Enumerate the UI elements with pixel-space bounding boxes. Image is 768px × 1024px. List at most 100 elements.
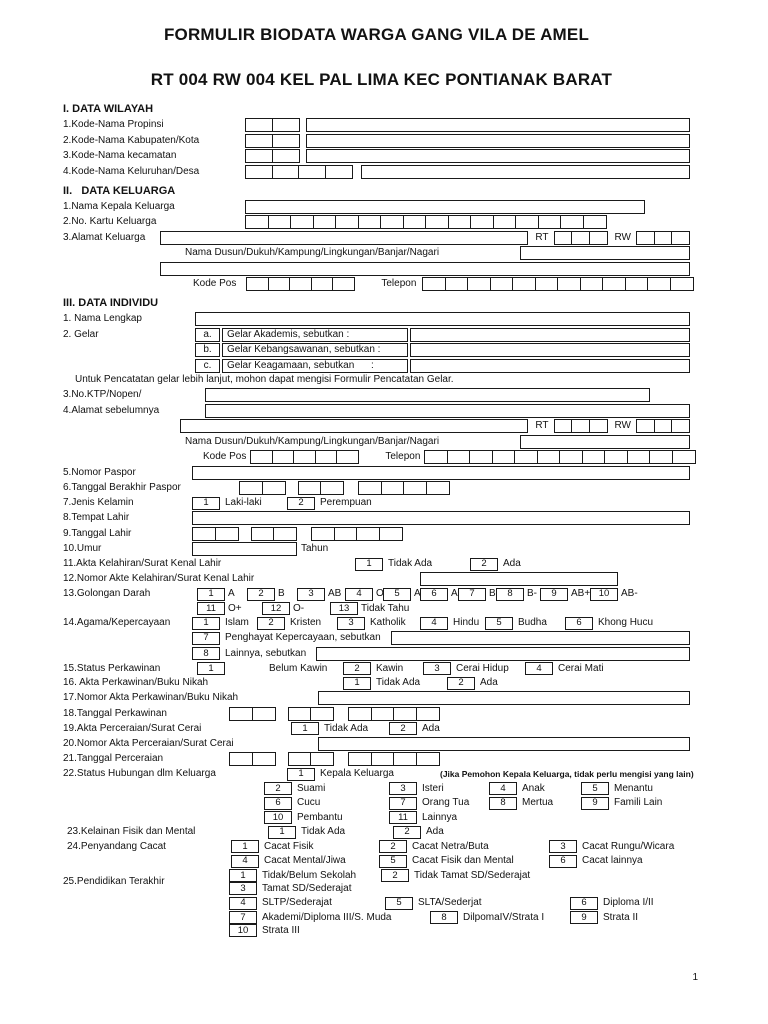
checkbox-1[interactable]: 1 xyxy=(355,557,383,571)
checkbox-3[interactable]: 3 xyxy=(389,782,417,796)
kepala-keluarga-checkbox[interactable]: 1 xyxy=(287,767,315,781)
input-cell[interactable] xyxy=(553,419,573,434)
input-cell[interactable] xyxy=(267,215,292,230)
alamat-keluarga-line2-input[interactable] xyxy=(160,261,690,276)
input-cell[interactable] xyxy=(624,277,649,292)
checkbox-3[interactable]: 3 xyxy=(297,587,325,601)
checkbox-5[interactable]: 5 xyxy=(383,587,411,601)
input-cell[interactable] xyxy=(636,230,655,245)
input-cell[interactable] xyxy=(393,752,417,767)
checkbox-8[interactable]: 8 xyxy=(489,796,517,810)
checkbox-1[interactable]: 1 xyxy=(268,825,296,839)
input-cell[interactable] xyxy=(357,215,382,230)
checkbox-4[interactable]: 4 xyxy=(231,854,259,868)
input-cell[interactable] xyxy=(250,450,274,465)
input-cell[interactable] xyxy=(246,277,270,292)
checkbox-1[interactable]: 1 xyxy=(343,676,371,690)
checkbox-2[interactable]: 2 xyxy=(379,840,407,854)
input-cell[interactable] xyxy=(370,706,395,721)
input-cell[interactable] xyxy=(582,215,607,230)
input-cell[interactable] xyxy=(559,450,584,465)
input-cell[interactable] xyxy=(314,450,338,465)
checkbox-2[interactable]: 2 xyxy=(343,662,371,676)
input-cell[interactable] xyxy=(310,752,334,767)
checkbox-2[interactable]: 2 xyxy=(389,722,417,736)
input-cell[interactable] xyxy=(653,230,673,245)
checkbox-11[interactable]: 11 xyxy=(389,811,417,825)
tempat-lahir-input[interactable] xyxy=(192,511,690,526)
input-cell[interactable] xyxy=(312,215,337,230)
checkbox-4[interactable]: 4 xyxy=(229,896,257,910)
input-cell[interactable] xyxy=(469,450,494,465)
dusun-input[interactable] xyxy=(520,246,690,261)
checkbox-4[interactable]: 4 xyxy=(489,782,517,796)
input-cell[interactable] xyxy=(293,450,317,465)
input-cell[interactable] xyxy=(557,277,582,292)
input-cell[interactable] xyxy=(534,277,559,292)
checkbox-13[interactable]: 13 xyxy=(330,602,358,616)
input-cell[interactable] xyxy=(229,706,253,721)
input-cell[interactable] xyxy=(653,419,673,434)
input-cell[interactable] xyxy=(311,526,335,541)
checkbox-1[interactable]: 1 xyxy=(291,722,319,736)
checkbox-2[interactable]: 2 xyxy=(287,496,315,510)
input-cell[interactable] xyxy=(267,277,291,292)
input-cell[interactable] xyxy=(422,277,447,292)
penghayat-input[interactable] xyxy=(390,631,690,646)
input-cell[interactable] xyxy=(333,526,358,541)
input-cell[interactable] xyxy=(245,118,273,133)
penghayat-checkbox[interactable]: 7 xyxy=(192,631,220,645)
input-cell[interactable] xyxy=(467,277,492,292)
input-cell[interactable] xyxy=(192,526,216,541)
input-cell[interactable] xyxy=(647,277,672,292)
checkbox-6[interactable]: 6 xyxy=(264,796,292,810)
checkbox-9[interactable]: 9 xyxy=(581,796,609,810)
input-cell[interactable] xyxy=(671,419,690,434)
input-cell[interactable] xyxy=(271,450,295,465)
kelurahan-name-input[interactable] xyxy=(360,164,690,179)
input-cell[interactable] xyxy=(250,526,275,541)
checkbox-2[interactable]: 2 xyxy=(447,676,475,690)
checkbox-2[interactable]: 2 xyxy=(393,825,421,839)
checkbox-4[interactable]: 4 xyxy=(420,616,448,630)
input-cell[interactable] xyxy=(671,450,696,465)
checkbox-1[interactable]: 1 xyxy=(192,616,220,630)
input-cell[interactable] xyxy=(310,706,334,721)
agama-lainnya-input[interactable] xyxy=(316,646,690,661)
checkbox-7[interactable]: 7 xyxy=(389,796,417,810)
input-cell[interactable] xyxy=(261,481,286,496)
input-cell[interactable] xyxy=(470,215,494,230)
input-cell[interactable] xyxy=(424,450,449,465)
checkbox-10[interactable]: 10 xyxy=(264,811,292,825)
nomor-akte-kelahiran-input[interactable] xyxy=(420,572,618,587)
checkbox-8[interactable]: 8 xyxy=(430,911,458,925)
checkbox-5[interactable]: 5 xyxy=(379,854,407,868)
checkbox-2[interactable]: 2 xyxy=(264,782,292,796)
checkbox-6[interactable]: 6 xyxy=(570,896,598,910)
checkbox-10[interactable]: 10 xyxy=(229,924,257,938)
input-cell[interactable] xyxy=(571,419,591,434)
input-cell[interactable] xyxy=(512,277,537,292)
input-cell[interactable] xyxy=(378,526,403,541)
input-cell[interactable] xyxy=(393,706,417,721)
checkbox-7[interactable]: 7 xyxy=(229,911,257,925)
input-cell[interactable] xyxy=(588,419,608,434)
input-cell[interactable] xyxy=(492,215,517,230)
checkbox-2[interactable]: 2 xyxy=(381,869,409,883)
input-cell[interactable] xyxy=(297,481,322,496)
input-cell[interactable] xyxy=(287,752,312,767)
input-cell[interactable] xyxy=(415,752,440,767)
checkbox-11[interactable]: 11 xyxy=(197,602,225,616)
nomor-akta-perceraian-input[interactable] xyxy=(318,736,690,751)
nama-kepala-keluarga-input[interactable] xyxy=(245,199,645,214)
checkbox-2[interactable]: 2 xyxy=(247,587,275,601)
alamat-keluarga-input[interactable] xyxy=(160,230,529,245)
checkbox-3[interactable]: 3 xyxy=(549,840,577,854)
checkbox-7[interactable]: 7 xyxy=(458,587,486,601)
input-cell[interactable] xyxy=(332,277,356,292)
input-cell[interactable] xyxy=(289,277,313,292)
checkbox-8[interactable]: 8 xyxy=(496,587,524,601)
input-cell[interactable] xyxy=(425,481,450,496)
input-cell[interactable] xyxy=(671,230,690,245)
input-cell[interactable] xyxy=(251,706,276,721)
